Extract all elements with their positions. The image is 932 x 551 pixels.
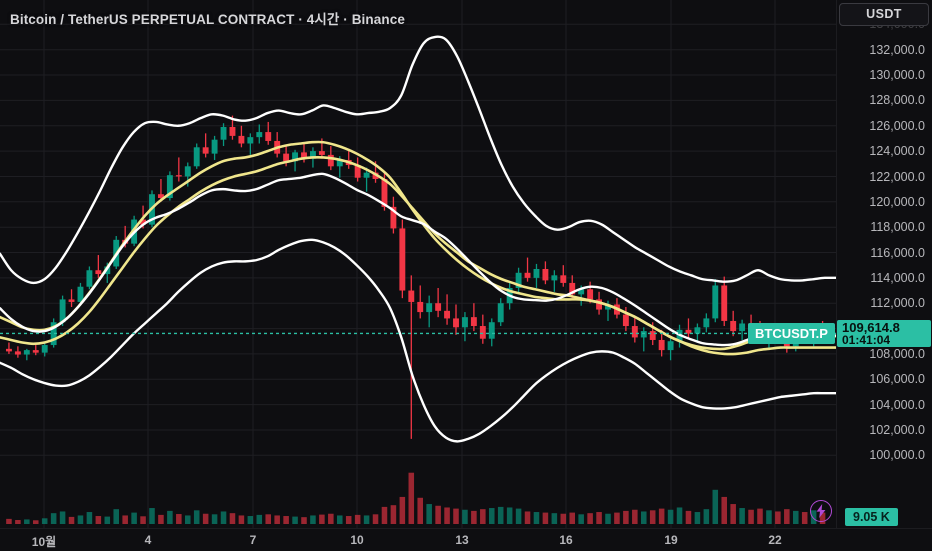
time-tick-label: 13 [455, 533, 469, 547]
chart-canvas [0, 0, 836, 528]
price-tick-label: 108,000.0 [869, 346, 925, 361]
time-tick-label: 19 [664, 533, 678, 547]
currency-button[interactable]: USDT [839, 3, 929, 26]
time-tick-label: 16 [559, 533, 573, 547]
lightning-bolt-icon[interactable] [810, 500, 832, 522]
time-tick-label: 4 [144, 533, 152, 547]
volume-badge[interactable]: 9.05 K [845, 508, 898, 526]
page-title: Bitcoin / TetherUS PERPETUAL CONTRACT · … [10, 12, 405, 27]
price-tick-label: 116,000.0 [870, 245, 925, 260]
price-tick-label: 128,000.0 [869, 93, 925, 108]
time-tick-label: 22 [768, 533, 782, 547]
last-price-value: 109,614.8 [842, 320, 900, 336]
price-tick-label: 126,000.0 [869, 118, 925, 133]
price-tick-label: 102,000.0 [869, 423, 925, 437]
price-tick-label: 112,000.0 [870, 296, 925, 311]
ticker-label[interactable]: BTCUSDT.P [748, 323, 835, 345]
price-tick-label: 124,000.0 [869, 144, 925, 159]
price-tick-label: 106,000.0 [869, 372, 925, 387]
price-tick-label: 118,000.0 [870, 220, 925, 235]
chart-plot-area[interactable] [0, 0, 836, 528]
price-tick-label: 130,000.0 [869, 68, 925, 82]
time-tick-label: 7 [249, 533, 257, 547]
indicator-lines [0, 35, 836, 443]
price-tick-label: 122,000.0 [869, 169, 925, 184]
bolt-glyph [816, 504, 826, 518]
price-tick-label: 120,000.0 [869, 194, 925, 209]
price-tick-label: 114,000.0 [870, 270, 925, 285]
price-tick-label: 100,000.0 [869, 448, 925, 463]
last-price-badge[interactable]: 109,614.8 01:41:04 [837, 320, 931, 348]
price-tick-label: 104,000.0 [869, 397, 925, 412]
time-tick-label: 10월 [31, 535, 57, 549]
candlesticks [5, 115, 826, 439]
time-tick-label: 10 [350, 533, 364, 547]
price-axis[interactable]: 134,000.0132,000.0130,000.0128,000.0126,… [836, 0, 932, 528]
time-axis[interactable]: 10월 4 7 10 13 16 19 22 [0, 528, 932, 551]
price-tick-label: 132,000.0 [869, 42, 925, 57]
volume-bars [6, 472, 826, 525]
bar-countdown: 01:41:04 [842, 333, 891, 348]
